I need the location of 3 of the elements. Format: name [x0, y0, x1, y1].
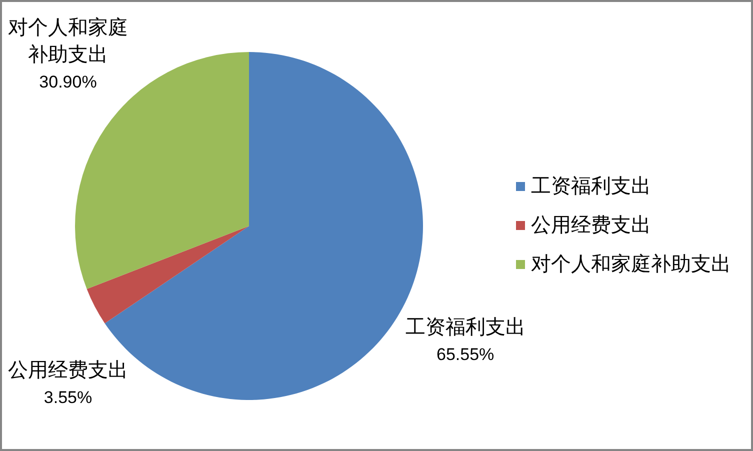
legend-label: 公用经费支出 — [531, 214, 651, 236]
legend-label: 工资福利支出 — [531, 176, 651, 198]
legend-label: 对个人和家庭补助支出 — [531, 254, 731, 276]
